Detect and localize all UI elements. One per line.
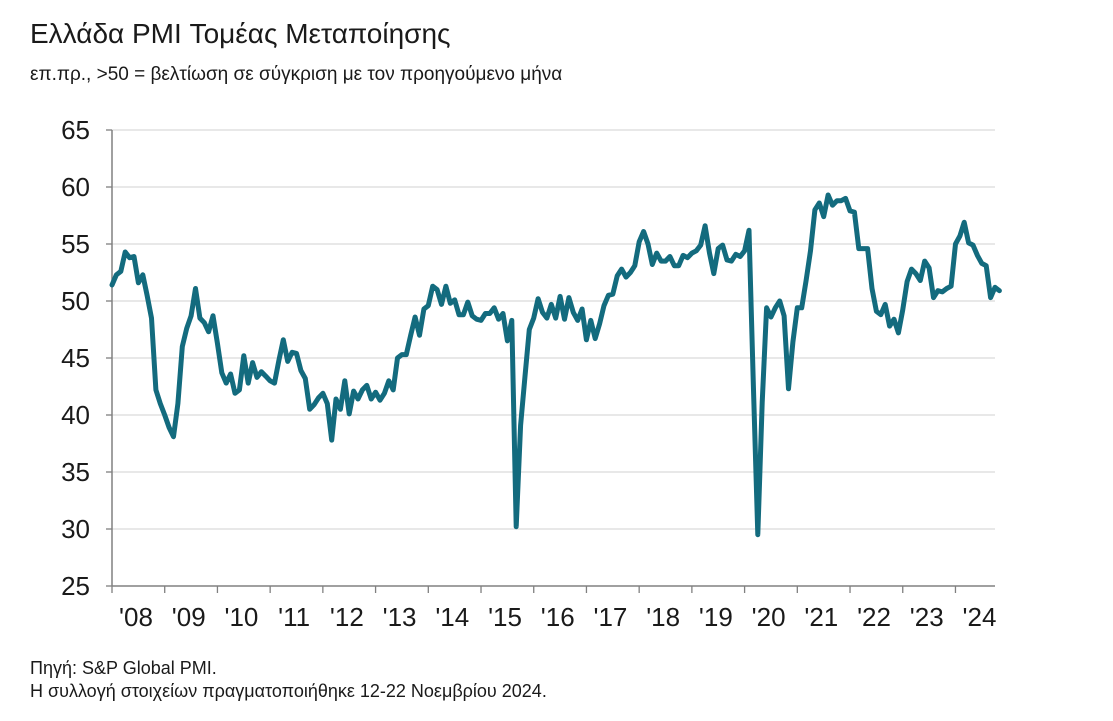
y-tick-label-50: 50 xyxy=(61,286,90,316)
y-tick-label-60: 60 xyxy=(61,172,90,202)
x-tick-label-2020-01: '20 xyxy=(752,602,786,632)
y-tick-label-25: 25 xyxy=(61,571,90,601)
y-tick-label-40: 40 xyxy=(61,400,90,430)
x-tick-label-2008-01: '08 xyxy=(119,602,153,632)
series-line-0 xyxy=(109,192,1002,538)
x-tick-label-2014-01: '14 xyxy=(435,602,469,632)
gridlines xyxy=(112,129,995,530)
source-note: Πηγή: S&P Global PMI. xyxy=(30,658,217,678)
collection-note: Η συλλογή στοιχείων πραγματοποιήθηκε 12-… xyxy=(30,681,547,701)
y-tick-label-65: 65 xyxy=(61,115,90,145)
series-layer xyxy=(109,192,1002,538)
y-tick-label-30: 30 xyxy=(61,514,90,544)
y-tick-label-55: 55 xyxy=(61,229,90,259)
x-tick-label-2012-01: '12 xyxy=(330,602,364,632)
x-tick-label-2021-01: '21 xyxy=(804,602,838,632)
y-tick-label-35: 35 xyxy=(61,457,90,487)
chart-subtitle: επ.πρ., >50 = βελτίωση σε σύγκριση με το… xyxy=(30,64,563,85)
x-axis: '08 '09 '10 '11 '12 '13 '14 '15 '16 '17 '18 '19 '20 '… xyxy=(111,585,997,632)
x-tick-label-2024-01: '24 xyxy=(963,602,997,632)
x-tick-label-2019-01: '19 xyxy=(699,602,733,632)
x-tick-label-2011-01: '11 xyxy=(278,602,310,632)
y-tick-label-45: 45 xyxy=(61,343,90,373)
x-tick-label-2015-01: '15 xyxy=(488,602,522,632)
x-tick-label-2016-01: '16 xyxy=(541,602,575,632)
chart-title: Ελλάδα PMI Τομέας Μεταποίησης xyxy=(30,18,451,49)
x-tick-label-2017-01: '17 xyxy=(594,602,628,632)
chart-footer: Πηγή: S&P Global PMI. Η συλλογή στοιχείω… xyxy=(30,657,547,703)
y-axis: 25 30 35 40 45 50 55 60 65 xyxy=(61,115,113,601)
x-tick-label-2023-01: '23 xyxy=(910,602,944,632)
pmi-line-chart: 25 30 35 40 45 50 55 60 65 '08 '09 '10 '11 '12 '13 '14… xyxy=(61,115,1002,632)
x-tick-label-2010-01: '10 xyxy=(224,602,258,632)
x-tick-label-2022-01: '22 xyxy=(857,602,891,632)
x-tick-label-2018-01: '18 xyxy=(646,602,680,632)
x-tick-label-2009-01: '09 xyxy=(172,602,206,632)
x-tick-label-2013-01: '13 xyxy=(383,602,417,632)
